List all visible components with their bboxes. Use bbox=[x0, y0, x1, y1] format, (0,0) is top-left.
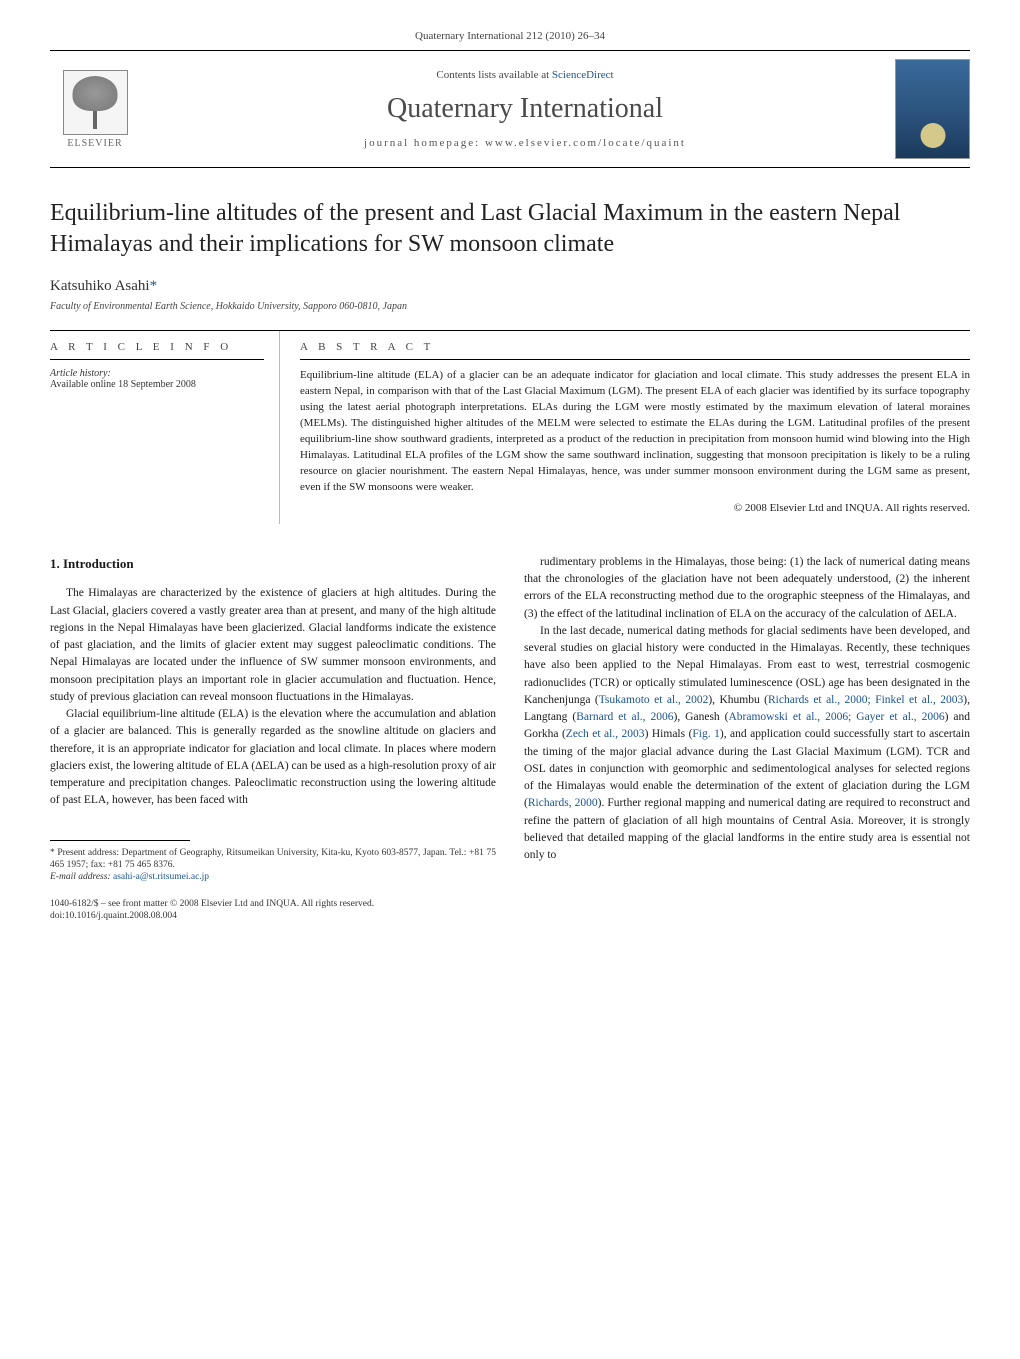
intro-para-2: Glacial equilibrium-line altitude (ELA) … bbox=[50, 706, 496, 810]
homepage-prefix: journal homepage: bbox=[364, 137, 485, 149]
abstract-heading: A B S T R A C T bbox=[300, 341, 970, 360]
p2-seg-d: ), Ganesh ( bbox=[674, 711, 729, 723]
bottom-metadata: 1040-6182/$ – see front matter © 2008 El… bbox=[50, 898, 496, 923]
journal-banner: ELSEVIER Contents lists available at Sci… bbox=[50, 50, 970, 168]
elsevier-label: ELSEVIER bbox=[67, 138, 122, 149]
footnote-separator bbox=[50, 840, 190, 841]
ref-fig1[interactable]: Fig. 1 bbox=[692, 728, 719, 740]
intro-para-1: The Himalayas are characterized by the e… bbox=[50, 585, 496, 706]
abstract-copyright: © 2008 Elsevier Ltd and INQUA. All right… bbox=[300, 502, 970, 514]
ref-zech[interactable]: Zech et al., 2003 bbox=[566, 728, 645, 740]
introduction-heading: 1. Introduction bbox=[50, 554, 496, 574]
elsevier-logo: ELSEVIER bbox=[50, 62, 140, 157]
two-column-body: 1. Introduction The Himalayas are charac… bbox=[50, 554, 970, 922]
corresponding-asterisk: * bbox=[150, 278, 158, 294]
author-line: Katsuhiko Asahi* bbox=[50, 278, 970, 295]
ref-richards-2000[interactable]: Richards, 2000 bbox=[528, 797, 598, 809]
issn-line: 1040-6182/$ – see front matter © 2008 El… bbox=[50, 899, 374, 909]
p2-seg-f: ) Himals ( bbox=[645, 728, 693, 740]
article-title: Equilibrium-line altitudes of the presen… bbox=[50, 198, 970, 260]
ref-tsukamoto[interactable]: Tsukamoto et al., 2002 bbox=[599, 694, 709, 706]
article-info-box: A R T I C L E I N F O Article history: A… bbox=[50, 331, 280, 524]
ref-abramowski-gayer[interactable]: Abramowski et al., 2006; Gayer et al., 2… bbox=[728, 711, 944, 723]
contents-prefix: Contents lists available at bbox=[436, 69, 551, 81]
ref-barnard[interactable]: Barnard et al., 2006 bbox=[576, 711, 673, 723]
right-para-2: In the last decade, numerical dating met… bbox=[524, 623, 970, 865]
corresponding-footnote: * Present address: Department of Geograp… bbox=[50, 847, 496, 884]
info-abstract-row: A R T I C L E I N F O Article history: A… bbox=[50, 330, 970, 524]
journal-homepage-line: journal homepage: www.elsevier.com/locat… bbox=[155, 137, 895, 149]
banner-center: Contents lists available at ScienceDirec… bbox=[155, 69, 895, 149]
author-email-link[interactable]: asahi-a@st.ritsumei.ac.jp bbox=[113, 872, 209, 882]
p2-seg-b: ), Khumbu ( bbox=[708, 694, 768, 706]
contents-available-line: Contents lists available at ScienceDirec… bbox=[155, 69, 895, 81]
elsevier-tree-icon bbox=[63, 70, 128, 135]
article-info-heading: A R T I C L E I N F O bbox=[50, 341, 264, 360]
abstract-text: Equilibrium-line altitude (ELA) of a gla… bbox=[300, 368, 970, 496]
history-label: Article history: bbox=[50, 368, 264, 379]
email-label: E-mail address: bbox=[50, 872, 113, 882]
homepage-url: www.elsevier.com/locate/quaint bbox=[485, 137, 686, 149]
right-para-1: rudimentary problems in the Himalayas, t… bbox=[524, 554, 970, 623]
author-affiliation: Faculty of Environmental Earth Science, … bbox=[50, 301, 970, 312]
footnote-text: * Present address: Department of Geograp… bbox=[50, 848, 496, 870]
author-name: Katsuhiko Asahi bbox=[50, 278, 150, 294]
doi-line: doi:10.1016/j.quaint.2008.08.004 bbox=[50, 911, 177, 921]
sciencedirect-link[interactable]: ScienceDirect bbox=[552, 69, 614, 81]
journal-title: Quaternary International bbox=[155, 93, 895, 125]
right-column: rudimentary problems in the Himalayas, t… bbox=[524, 554, 970, 922]
ref-richards-finkel[interactable]: Richards et al., 2000; Finkel et al., 20… bbox=[768, 694, 963, 706]
history-date: Available online 18 September 2008 bbox=[50, 379, 264, 390]
abstract-box: A B S T R A C T Equilibrium-line altitud… bbox=[280, 331, 970, 524]
left-column: 1. Introduction The Himalayas are charac… bbox=[50, 554, 496, 922]
journal-cover-thumbnail bbox=[895, 59, 970, 159]
running-header: Quaternary International 212 (2010) 26–3… bbox=[50, 30, 970, 42]
